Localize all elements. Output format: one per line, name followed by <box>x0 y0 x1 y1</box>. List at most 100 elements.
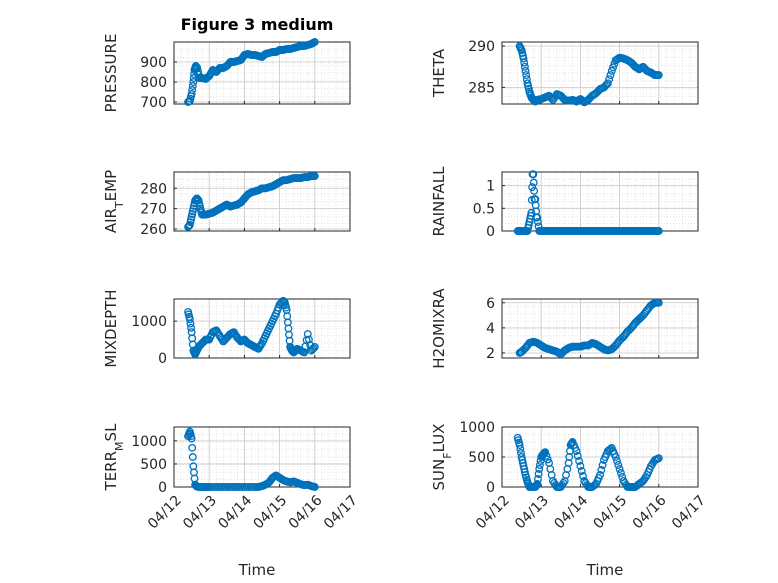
data-point <box>535 465 544 473</box>
data-point <box>597 466 606 474</box>
x-tick-label: 04/12 <box>145 493 185 533</box>
data-point <box>527 208 536 217</box>
y-label-main: SUN <box>430 459 448 491</box>
subplot-1: 700 800 900 PRESSURE <box>102 34 351 113</box>
y-label-subscript: M <box>113 441 126 451</box>
y-label-tail: SL <box>102 423 120 442</box>
axes-box <box>173 171 351 232</box>
y-label-tail: EMP <box>102 170 120 201</box>
subplot-8: 0 500 1000 04/12 04/13 04/14 04/15 04/16 04/17 SU… <box>430 420 709 532</box>
y-axis-label: THETA <box>430 48 448 98</box>
y-tick-label: 500 <box>468 450 495 466</box>
data-point <box>577 467 586 475</box>
y-tick-label: 1 <box>486 179 495 195</box>
y-tick-label: 0 <box>158 480 167 496</box>
data-point <box>530 186 539 195</box>
data-point <box>654 227 663 235</box>
data-point <box>611 453 620 461</box>
y-label-main: PRESSURE <box>102 34 120 113</box>
data-point <box>615 465 624 473</box>
x-tick-label: 04/16 <box>286 492 326 532</box>
y-tick-label: 500 <box>140 457 167 473</box>
data-point <box>654 454 663 463</box>
axes-box <box>501 298 699 359</box>
data-point <box>188 453 197 461</box>
x-tick-label: 04/17 <box>321 493 361 533</box>
y-tick-label: 280 <box>140 181 167 197</box>
data-point <box>609 63 618 72</box>
data-point <box>529 178 538 187</box>
data-point <box>533 217 542 226</box>
data-point <box>616 469 625 477</box>
x-axis-label-left: Time <box>238 561 276 579</box>
data-point <box>533 480 542 488</box>
data-point <box>533 213 542 222</box>
data-point <box>187 434 196 443</box>
y-tick-label: 800 <box>140 75 167 91</box>
x-tick-label: 04/14 <box>551 492 591 532</box>
y-tick-label: 4 <box>486 321 495 337</box>
y-tick-label: 6 <box>486 296 495 312</box>
data-point <box>575 457 584 465</box>
data-point <box>543 455 552 464</box>
data-point <box>572 447 581 455</box>
data-point <box>310 38 319 46</box>
data-point <box>576 462 585 470</box>
data-point <box>520 62 529 71</box>
y-label-main: AIR <box>102 208 120 233</box>
subplot-2: 285 290 THETA <box>430 39 699 107</box>
subplot-4: 0 0.5 1 RAINFALL <box>430 166 699 240</box>
y-axis-label: RAINFALL <box>430 166 448 237</box>
y-tick-label: 1000 <box>459 420 495 436</box>
y-tick-label: 900 <box>140 55 167 71</box>
data-point <box>579 472 587 480</box>
data-point <box>605 75 614 84</box>
x-tick-label: 04/13 <box>512 493 552 533</box>
y-label-tail: LUX <box>430 424 448 453</box>
data-point <box>596 471 604 479</box>
data-point <box>528 183 537 192</box>
data-point <box>310 342 319 351</box>
data-point <box>606 71 615 80</box>
data-point <box>529 170 538 179</box>
data-point <box>516 445 525 453</box>
data-point <box>534 470 543 478</box>
y-tick-label: 260 <box>140 222 167 238</box>
data-point <box>185 315 194 324</box>
y-axis-label: SUNFLUX <box>430 424 454 491</box>
x-tick-label: 04/12 <box>473 493 513 533</box>
y-tick-label: 0 <box>486 480 495 496</box>
x-tick-label: 04/17 <box>669 493 709 533</box>
data-point <box>603 79 612 88</box>
data-point <box>303 330 312 338</box>
y-label-main: H2OMIXRA <box>430 288 448 369</box>
data-point <box>519 54 528 63</box>
data-point <box>188 82 197 90</box>
data-point <box>310 172 319 181</box>
data-point <box>515 441 524 449</box>
axes-box <box>173 41 351 105</box>
data-point <box>188 443 197 452</box>
y-axis-label: MIXDEPTH <box>102 289 120 367</box>
data-point <box>520 58 529 67</box>
x-tick-label: 04/13 <box>180 493 220 533</box>
x-axis-label-right: Time <box>586 561 624 579</box>
data-point <box>308 345 317 354</box>
data-point <box>522 71 531 80</box>
x-tick-label: 04/16 <box>630 492 670 532</box>
data-point <box>654 298 663 307</box>
y-label-main: THETA <box>430 48 448 98</box>
axes-box <box>501 41 699 105</box>
y-axis-label: TERRMSL <box>102 423 126 492</box>
data-point <box>189 78 198 86</box>
y-tick-label: 290 <box>468 39 495 55</box>
data-point <box>520 468 529 476</box>
y-label-main: MIXDEPTH <box>102 289 120 367</box>
y-tick-label: 1000 <box>131 434 167 450</box>
y-tick-label: 0 <box>158 351 167 367</box>
data-point <box>654 71 663 80</box>
figure-title: Figure 3 medium <box>181 15 334 34</box>
